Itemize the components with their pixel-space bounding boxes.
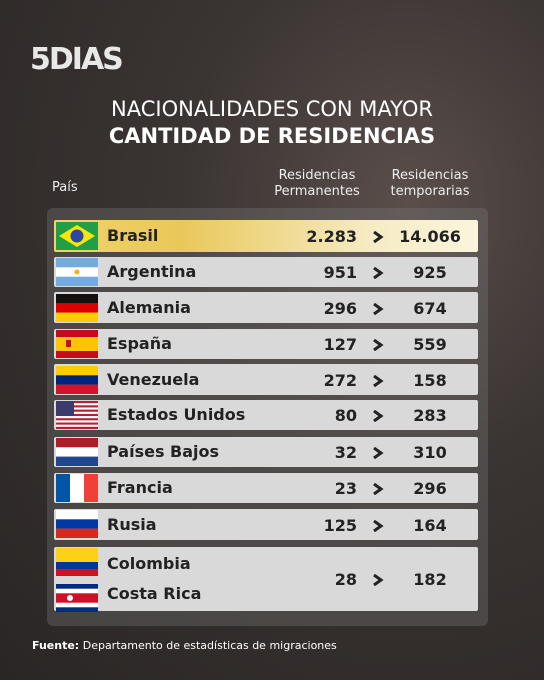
country-name: Colombia: [107, 554, 191, 573]
country-name: Costa Rica: [107, 584, 202, 603]
footer-text: Departamento de estadísticas de migracio…: [82, 639, 337, 652]
row-bar: [54, 329, 478, 359]
permanent-value: 32: [334, 443, 357, 462]
temporary-value: 310: [413, 443, 447, 462]
temporary-value: 283: [413, 406, 447, 425]
row-bar: [54, 547, 478, 611]
title-line-1: NACIONALIDADES CON MAYOR: [111, 97, 433, 121]
arrow-icon: [373, 231, 384, 243]
country-name: Brasil: [107, 226, 159, 245]
permanent-value: 28: [334, 570, 357, 589]
country-name: Rusia: [107, 514, 157, 534]
header-temporary: Residencias temporarias: [390, 168, 470, 199]
flag-russia: [56, 510, 98, 538]
logo: 5DIAS: [30, 42, 124, 77]
temporary-value: 14.066: [399, 227, 461, 246]
temporary-value: 674: [413, 298, 447, 318]
arrow-icon: [373, 374, 384, 387]
country-name: Francia: [107, 478, 173, 497]
title-line-2: CANTIDAD DE RESIDENCIAS: [108, 124, 436, 148]
flag-brazil: [56, 222, 98, 250]
flag-netherlands: [56, 438, 98, 466]
permanent-value: 127: [323, 335, 357, 354]
flag-argentina: [56, 258, 98, 286]
header-permanent: Residencias Permanentes: [274, 168, 360, 199]
flag-france: [56, 474, 98, 502]
footer: Fuente: Departamento de estadísticas de …: [32, 639, 337, 652]
permanent-value: 272: [323, 370, 357, 390]
flag-costa-rica: [56, 584, 98, 612]
arrow-icon: [373, 410, 384, 422]
permanent-value: 125: [323, 515, 357, 535]
temporary-value: 925: [413, 263, 447, 282]
country-name: Alemania: [107, 297, 191, 317]
permanent-value: 2.283: [306, 227, 357, 246]
arrow-icon: [373, 447, 384, 459]
header-country: País: [52, 180, 78, 195]
arrow-icon: [373, 267, 384, 279]
country-name: España: [107, 334, 172, 353]
temporary-value: 164: [413, 515, 447, 535]
permanent-value: 23: [334, 479, 357, 498]
temporary-value: 182: [413, 570, 447, 589]
row-bar: [54, 220, 478, 252]
temporary-value: 158: [413, 370, 447, 390]
flag-spain: [56, 330, 98, 358]
flag-venezuela: [56, 366, 98, 394]
row-bar: [54, 292, 478, 323]
row-bar: [54, 437, 478, 467]
permanent-value: 296: [323, 298, 357, 318]
temporary-value: 296: [413, 479, 447, 498]
arrow-icon: [373, 483, 384, 495]
country-name: Países Bajos: [107, 442, 220, 461]
permanent-value: 80: [334, 406, 357, 425]
flag-germany: [56, 294, 98, 322]
flag-usa: [56, 401, 98, 429]
flag-colombia: [56, 548, 98, 576]
arrow-icon: [373, 302, 384, 315]
row-bar: [54, 364, 478, 395]
footer-label: Fuente:: [32, 639, 80, 652]
permanent-value: 951: [323, 263, 357, 282]
arrow-icon: [373, 574, 384, 586]
temporary-value: 559: [413, 335, 447, 354]
row-bar: [54, 257, 478, 287]
country-name: Argentina: [107, 262, 197, 281]
arrow-icon: [373, 339, 384, 351]
row-bar: [54, 400, 478, 430]
country-name: Venezuela: [107, 369, 200, 389]
row-bar: [54, 509, 478, 540]
arrow-icon: [373, 519, 384, 532]
country-name: Estados Unidos: [107, 405, 246, 424]
row-bar: [54, 473, 478, 503]
